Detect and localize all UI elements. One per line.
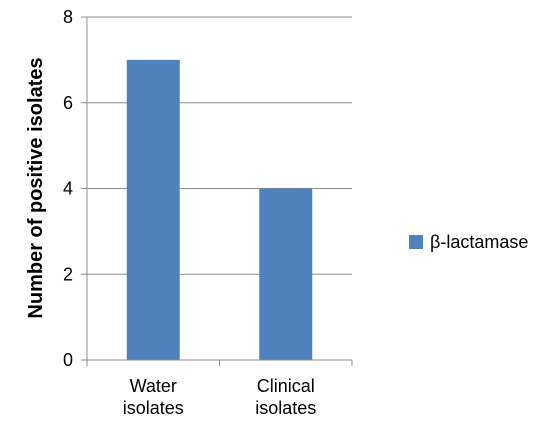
- x-category-labels: Water isolates Clinical isolates: [123, 376, 317, 418]
- legend-label: β-lactamase: [430, 232, 528, 252]
- y-tick-label: 0: [63, 350, 73, 370]
- bar: [126, 59, 180, 360]
- y-tick-label: 4: [63, 179, 73, 199]
- legend-swatch: [409, 235, 423, 249]
- y-tick-label: 6: [63, 93, 73, 113]
- y-tick-labels: 0 2 4 6 8: [63, 7, 73, 370]
- x-category-label: Water isolates: [123, 376, 184, 418]
- y-tick-label: 2: [63, 264, 73, 284]
- legend: β-lactamase: [409, 232, 528, 252]
- bar: [259, 188, 313, 360]
- y-axis-label: Number of positive isolates: [25, 57, 47, 318]
- x-category-label: Clinical isolates: [255, 376, 316, 418]
- axes: [81, 16, 353, 366]
- y-tick-label: 8: [63, 7, 73, 27]
- bars: [126, 59, 313, 360]
